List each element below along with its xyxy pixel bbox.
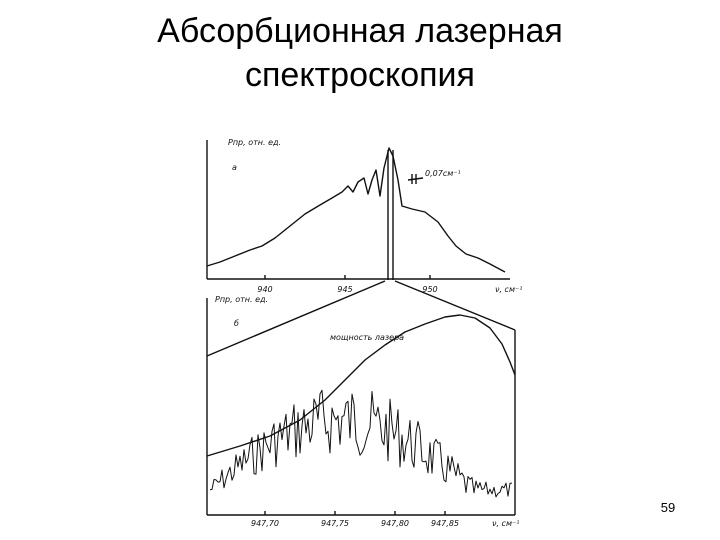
spectrum — [206, 147, 506, 273]
panel-a: Pпр, отн. ед. а 0,07см⁻¹ 940 945 950 ν, … — [206, 138, 522, 294]
x-label: ν, см⁻¹ — [495, 285, 522, 294]
x-tick-label: 947,75 — [321, 519, 349, 528]
annotation: 0,07см⁻¹ — [425, 169, 461, 178]
annotation: мощность лазера — [330, 333, 404, 342]
page-number: 59 — [661, 500, 675, 515]
x-tick-label: 947,80 — [381, 519, 409, 528]
x-tick-label: 947,85 — [431, 519, 459, 528]
title-line: спектроскопия — [245, 56, 475, 94]
panel-letter: а — [232, 163, 237, 172]
x-tick-label: 940 — [257, 285, 272, 294]
connector — [394, 280, 516, 331]
connector — [206, 280, 386, 357]
title-line: Абсорбционная лазерная — [157, 12, 563, 50]
y-label: Pпр, отн. ед. — [215, 295, 268, 304]
x-tick-label: 947,70 — [251, 519, 279, 528]
y-label: Pпр, отн. ед. — [228, 138, 281, 147]
x-tick-label: 945 — [337, 285, 352, 294]
x-label: ν, см⁻¹ — [492, 519, 519, 528]
noisy-spectrum — [209, 389, 513, 498]
x-tick-label: 950 — [422, 285, 437, 294]
panel-b: Pпр, отн. ед. б мощность лазера 947,70 9… — [206, 295, 519, 528]
panel-letter: б — [234, 319, 239, 328]
